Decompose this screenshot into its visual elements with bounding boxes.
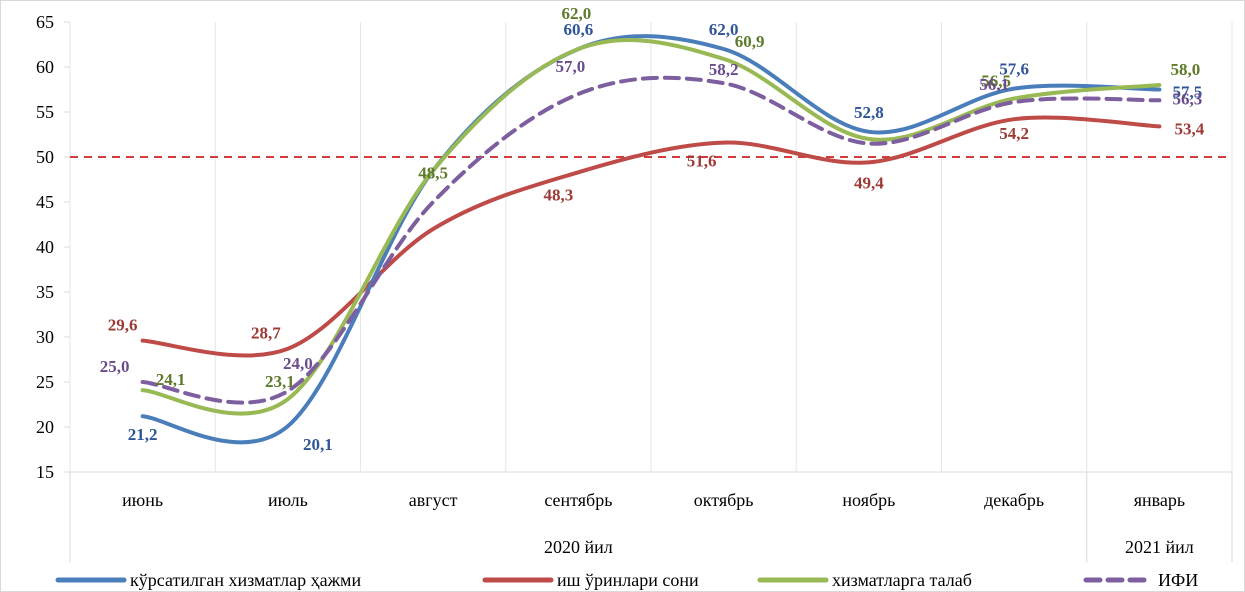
legend: кўрсатилган хизматлар ҳажми иш ўринлари с…: [55, 570, 1198, 590]
data-label-3-7: 56,3: [1173, 89, 1203, 108]
data-label-2-7: 58,0: [1171, 60, 1201, 79]
data-label-2-3: 62,0: [562, 4, 592, 23]
y-tick-label: 40: [36, 237, 54, 257]
data-label-3-6: 56,1: [979, 75, 1009, 94]
series-line-3: [140, 75, 1162, 405]
data-label-3-4: 58,2: [709, 60, 739, 79]
y-tick-label: 25: [36, 372, 54, 392]
y-tick-label: 15: [36, 462, 54, 482]
series-line-2: [140, 38, 1162, 416]
x-tick-label: июль: [268, 490, 308, 510]
data-label-2-6: 56,5: [981, 72, 1011, 91]
data-label-0-7: 57,5: [1173, 83, 1203, 102]
data-label-1-5: 49,4: [854, 173, 884, 192]
data-label-1-6: 54,2: [999, 124, 1029, 143]
y-tick-label: 30: [36, 327, 54, 347]
y-tick-label: 20: [36, 417, 54, 437]
x-tick-label: октябрь: [694, 490, 754, 510]
data-label-1-0: 29,6: [108, 316, 138, 335]
y-tick-label: 50: [36, 147, 54, 167]
data-label-0-6: 57,6: [999, 60, 1029, 79]
data-label-1-7: 53,4: [1175, 119, 1205, 138]
legend-label-2: хизматларга талаб: [832, 570, 972, 590]
data-label-1-1: 28,7: [251, 324, 281, 343]
y-tick-label: 65: [36, 12, 54, 32]
data-label-1-3: 48,3: [544, 185, 574, 204]
x-group-label: 2021 йил: [1125, 537, 1194, 557]
data-label-0-4: 62,0: [709, 20, 739, 39]
x-tick-label: январь: [1134, 490, 1185, 510]
y-tick-label: 55: [36, 102, 54, 122]
x-tick-label: сентябрь: [544, 490, 612, 510]
data-label-3-0: 25,0: [100, 357, 130, 376]
data-label-3-3: 57,0: [556, 57, 586, 76]
data-labels-layer: 21,220,160,6 62,052,857,657,529,6 28,748,3…: [100, 4, 1205, 454]
series-line-0: [140, 34, 1162, 445]
data-label-2-2: 48,5: [418, 164, 448, 183]
x-tick-label: июнь: [122, 490, 163, 510]
y-tick-label: 60: [36, 57, 54, 77]
legend-label-1: иш ўринлари сони: [557, 570, 699, 590]
data-label-2-4: 60,9: [735, 32, 765, 51]
x-tick-label: декабрь: [984, 490, 1044, 510]
x-group-label: 2020 йил: [544, 537, 613, 557]
x-tick-label: ноябрь: [842, 490, 895, 510]
series-layer: [140, 34, 1162, 445]
axes: 15 20 25 30 35 40 45 50 55 60 65 июнь июль август сент…: [36, 12, 1233, 562]
data-label-0-1: 20,1: [303, 435, 333, 454]
y-tick-label: 35: [36, 282, 54, 302]
legend-label-3: ИФИ: [1158, 570, 1198, 590]
data-label-0-3: 60,6: [564, 20, 594, 39]
y-tick-label: 45: [36, 192, 54, 212]
data-label-2-1: 23,1: [265, 372, 295, 391]
x-tick-label: август: [409, 490, 458, 510]
data-label-2-0: 24,1: [156, 370, 186, 389]
series-line-1: [140, 115, 1162, 358]
data-label-0-0: 21,2: [128, 425, 158, 444]
data-label-0-5: 52,8: [854, 103, 884, 122]
data-label-1-4: 51,6: [687, 152, 717, 171]
data-label-3-1: 24,0: [283, 354, 313, 373]
legend-label-0: кўрсатилган хизматлар ҳажми: [130, 570, 361, 590]
